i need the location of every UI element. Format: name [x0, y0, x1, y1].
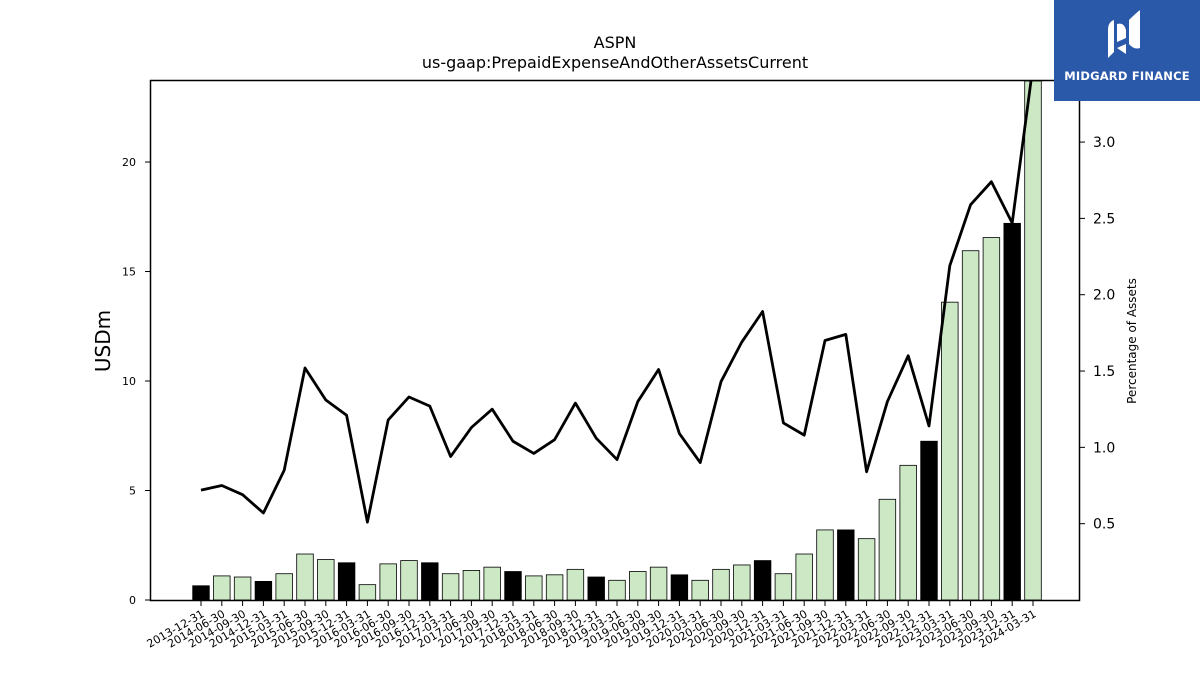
y-tick-label: 20 [122, 156, 136, 169]
bar-2020-12-31 [753, 560, 772, 601]
bar-2020-09-30 [733, 564, 751, 601]
bar-2020-03-31 [691, 579, 709, 601]
y2-tick-label: 3.0 [1093, 135, 1115, 151]
chart-subtitle: us-gaap:PrepaidExpenseAndOtherAssetsCurr… [422, 53, 808, 72]
bar-2017-09-30 [483, 566, 501, 601]
bar-2022-09-30 [899, 464, 917, 601]
percentage-line [200, 80, 1033, 524]
bar-2022-03-31 [857, 538, 876, 601]
bar-2015-09-30 [317, 559, 335, 601]
bar-2018-12-31 [587, 576, 605, 601]
y2-tick-label: 2.5 [1093, 211, 1115, 227]
bar-2023-03-31 [941, 301, 959, 601]
bar-2013-12-31 [192, 585, 210, 601]
chart-title: ASPN [594, 33, 637, 52]
bar-2019-06-30 [629, 571, 647, 601]
bar-2023-12-31 [1003, 222, 1021, 601]
bar-2015-06-30 [296, 553, 314, 601]
bar-2017-06-30 [462, 570, 481, 601]
bar-2019-09-30 [649, 566, 668, 601]
bar-2019-03-31 [608, 579, 626, 601]
bar-2014-12-31 [254, 580, 273, 601]
logo-text: MIDGARD FINANCE [1064, 69, 1190, 83]
bar-2016-03-31 [358, 584, 377, 601]
bar-2024-03-31 [1024, 80, 1042, 601]
bar-2017-12-31 [504, 571, 522, 601]
bar-2021-09-30 [816, 529, 834, 601]
bar-2016-06-30 [379, 563, 397, 601]
bar-2014-09-30 [233, 576, 252, 601]
x-axis: 2013-12-312014-06-302014-09-302014-12-31… [145, 600, 1039, 651]
y-axis-label: USDm [91, 310, 115, 372]
bar-2021-12-31 [837, 529, 855, 601]
bar-2022-06-30 [878, 498, 897, 601]
plot-frame [149, 79, 1081, 602]
bar-2020-06-30 [712, 568, 730, 601]
y2-axis-label: Percentage of Assets [1125, 278, 1139, 404]
y-tick-label: 10 [122, 375, 136, 388]
y2-tick-label: 1.0 [1093, 440, 1115, 456]
bar-2015-12-31 [337, 562, 356, 601]
y-tick-label: 5 [129, 485, 136, 498]
bar-2015-03-31 [275, 573, 293, 601]
logo: MIDGARD FINANCE [1054, 0, 1200, 101]
y2-tick-label: 1.5 [1093, 364, 1115, 380]
bar-2022-12-31 [920, 440, 938, 601]
bar-2023-06-30 [961, 250, 980, 601]
y2-tick-label: 0.5 [1093, 517, 1115, 533]
y-axis-right: 0.5 1.0 1.5 2.0 2.5 3.0 [1079, 135, 1115, 533]
bar-2016-12-31 [421, 562, 439, 601]
bar-2018-03-31 [525, 575, 543, 601]
bar-series [192, 80, 1042, 601]
bar-2014-06-30 [213, 575, 231, 601]
y2-tick-label: 2.0 [1093, 288, 1115, 304]
bar-2023-09-30 [982, 237, 1001, 601]
bar-2016-09-30 [400, 560, 418, 601]
y-axis-left: 0 5 10 15 20 [122, 156, 151, 607]
bar-2017-03-31 [441, 573, 460, 601]
midgard-logo-icon [1108, 10, 1140, 58]
y-tick-label: 15 [122, 266, 136, 279]
bar-2021-03-31 [774, 573, 793, 601]
bar-2021-06-30 [795, 553, 813, 601]
bar-2018-09-30 [566, 568, 585, 601]
bar-2019-12-31 [670, 574, 689, 601]
bar-2018-06-30 [545, 574, 564, 601]
y-tick-label: 0 [129, 594, 136, 607]
